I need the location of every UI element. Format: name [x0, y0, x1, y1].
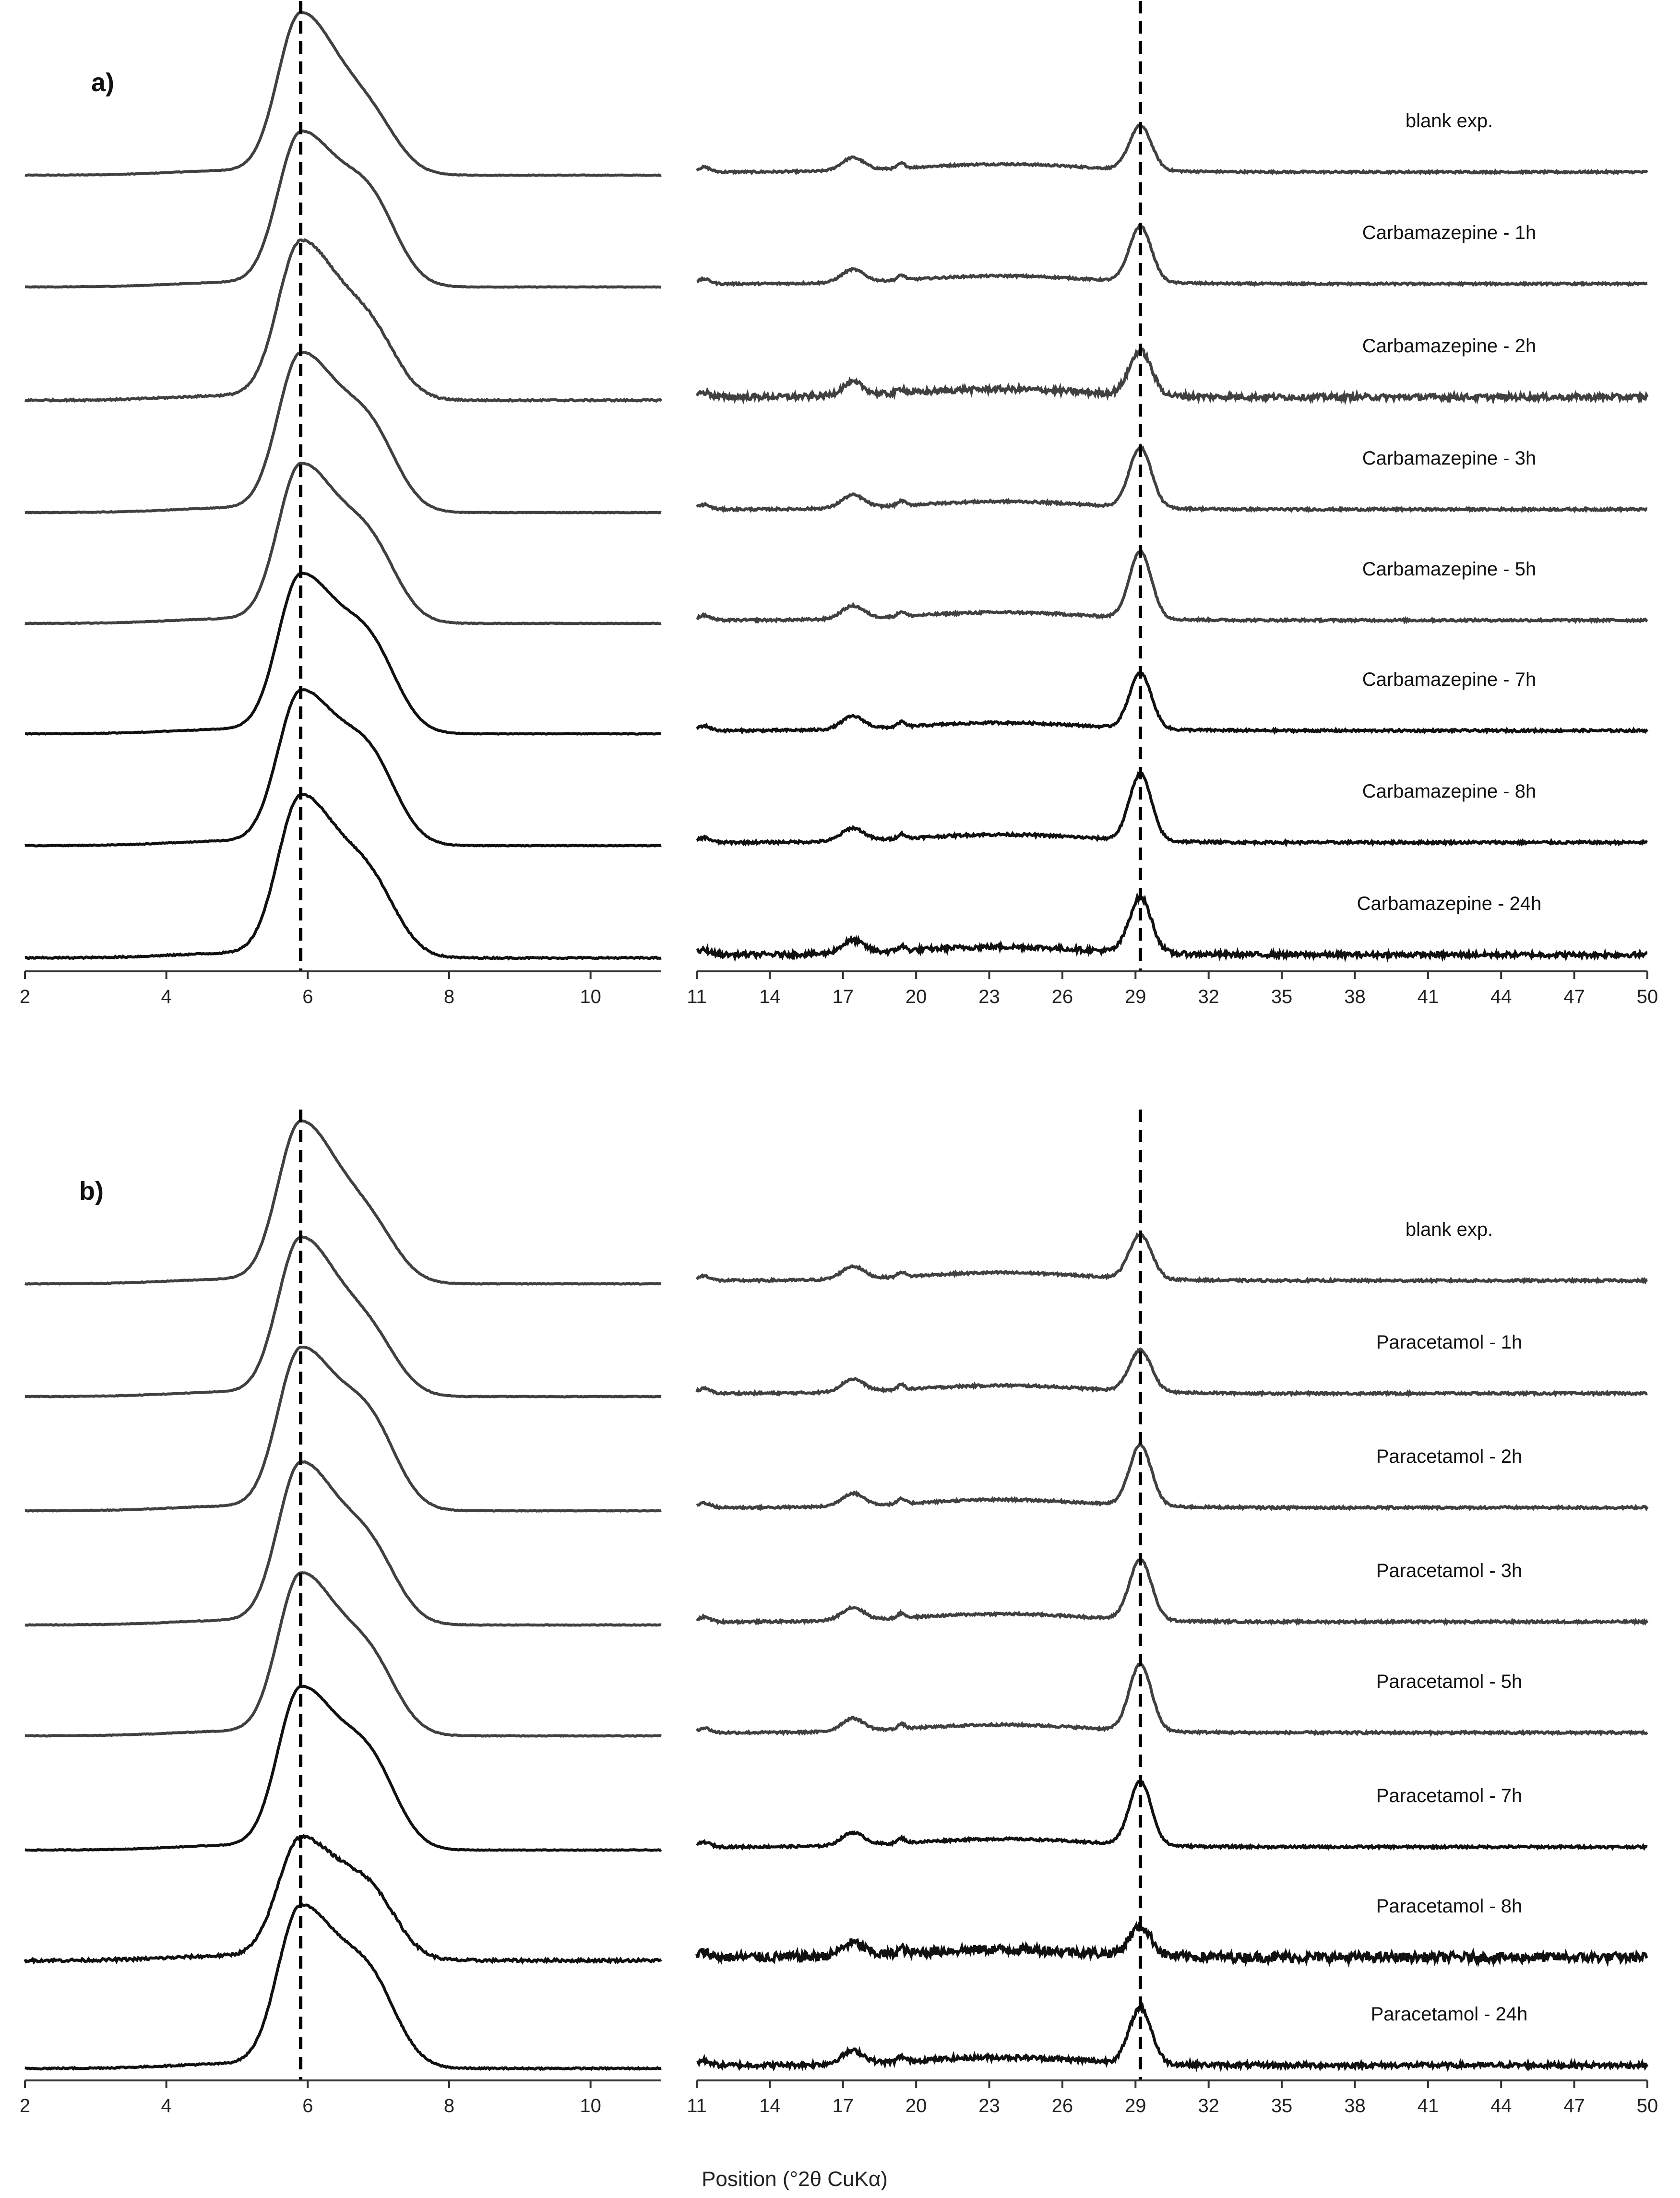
trace-left	[25, 1571, 662, 1738]
panel-label: a)	[91, 68, 114, 97]
tick-label: 2	[20, 2095, 30, 2116]
trace-right	[696, 224, 1648, 287]
series-label: Paracetamol - 7h	[1376, 1785, 1523, 1806]
series-label: Paracetamol - 1h	[1376, 1332, 1523, 1353]
trace-right	[695, 443, 1648, 514]
trace-right	[696, 1780, 1648, 1851]
tick-label: 50	[1637, 986, 1658, 1007]
series-label: blank exp.	[1406, 1219, 1493, 1240]
trace-left	[24, 238, 663, 403]
tick-label: 44	[1490, 986, 1512, 1007]
panel-label: b)	[79, 1177, 104, 1206]
trace-left	[24, 1684, 662, 1852]
trace-right	[696, 1558, 1649, 1626]
series-label: Paracetamol - 3h	[1376, 1560, 1523, 1581]
series-label: Carbamazepine - 24h	[1357, 893, 1542, 914]
tick-label: 47	[1563, 986, 1585, 1007]
trace-right	[695, 1347, 1648, 1398]
trace-left	[24, 11, 662, 177]
trace-right	[696, 671, 1649, 735]
tick-label: 41	[1418, 2095, 1439, 2116]
trace-right	[695, 123, 1648, 176]
tick-label: 8	[444, 986, 454, 1007]
tick-label: 38	[1344, 2095, 1366, 2116]
tick-label: 29	[1125, 986, 1146, 1007]
series-label: Carbamazepine - 2h	[1362, 335, 1536, 357]
trace-left	[24, 1833, 662, 1965]
panel-b: b) blank exp. Paracetamol - 1h Paracetamol …	[20, 1110, 1658, 2116]
trace-left	[24, 461, 662, 625]
tick-label: 26	[1052, 986, 1073, 1007]
series-label: Carbamazepine - 5h	[1362, 559, 1536, 580]
tick-label: 6	[302, 986, 313, 1007]
trace-left	[24, 1346, 662, 1513]
trace-left	[24, 350, 662, 514]
tick-label: 35	[1271, 986, 1293, 1007]
series-label: Carbamazepine - 1h	[1362, 222, 1536, 243]
tick-label: 23	[978, 2095, 1000, 2116]
trace-left	[24, 572, 661, 736]
tick-label: 10	[580, 986, 601, 1007]
trace-left	[24, 1903, 662, 2071]
tick-label: 11	[687, 2095, 707, 2116]
tick-label: 29	[1125, 2095, 1146, 2116]
tick-label: 17	[833, 2095, 854, 2116]
tick-label: 2	[20, 986, 30, 1007]
trace-right	[696, 892, 1648, 963]
tick-label: 4	[161, 2095, 172, 2116]
trace-right	[696, 771, 1648, 848]
tick-label: 26	[1052, 2095, 1073, 2116]
series-label: Paracetamol - 8h	[1376, 1896, 1523, 1917]
trace-right	[695, 1232, 1648, 1285]
trace-right	[696, 549, 1648, 625]
tick-label: 32	[1198, 2095, 1219, 2116]
series-label: Paracetamol - 5h	[1376, 1671, 1523, 1692]
tick-label: 11	[687, 986, 707, 1007]
trace-right	[695, 1660, 1648, 1737]
panel-a: a) blank exp. Carbamazepine - 1h Carbamazep…	[20, 0, 1658, 1007]
series-label: Carbamazepine - 8h	[1362, 781, 1536, 802]
trace-right	[696, 2001, 1649, 2073]
tick-label: 50	[1637, 2095, 1658, 2116]
trace-left	[24, 688, 662, 848]
tick-label: 23	[978, 986, 1000, 1007]
tick-label: 47	[1563, 2095, 1585, 2116]
tick-label: 8	[444, 2095, 454, 2116]
trace-left	[24, 1235, 662, 1398]
tick-label: 41	[1418, 986, 1439, 1007]
series-label: Paracetamol - 24h	[1371, 2004, 1528, 2025]
tick-label: 10	[580, 2095, 601, 2116]
trace-left	[24, 793, 662, 961]
tick-label: 20	[906, 986, 927, 1007]
tick-label: 38	[1344, 986, 1366, 1007]
trace-left	[24, 1119, 662, 1286]
series-label: Carbamazepine - 3h	[1362, 448, 1536, 469]
tick-label: 17	[833, 986, 854, 1007]
trace-right	[695, 347, 1649, 406]
trace-right	[696, 1443, 1649, 1512]
series-label: Carbamazepine - 7h	[1362, 669, 1536, 690]
tick-label: 20	[906, 2095, 927, 2116]
trace-left	[24, 1460, 662, 1627]
tick-label: 44	[1490, 2095, 1512, 2116]
trace-right	[695, 1921, 1648, 1968]
trace-left	[24, 129, 662, 289]
tick-label: 14	[759, 986, 781, 1007]
series-label: Paracetamol - 2h	[1376, 1446, 1523, 1467]
series-label: blank exp.	[1406, 110, 1493, 131]
tick-label: 32	[1198, 986, 1219, 1007]
tick-label: 14	[759, 2095, 781, 2116]
tick-label: 6	[302, 2095, 313, 2116]
tick-label: 35	[1271, 2095, 1293, 2116]
x-axis-title: Position (°2θ CuKα)	[702, 2167, 888, 2191]
tick-label: 4	[161, 986, 172, 1007]
